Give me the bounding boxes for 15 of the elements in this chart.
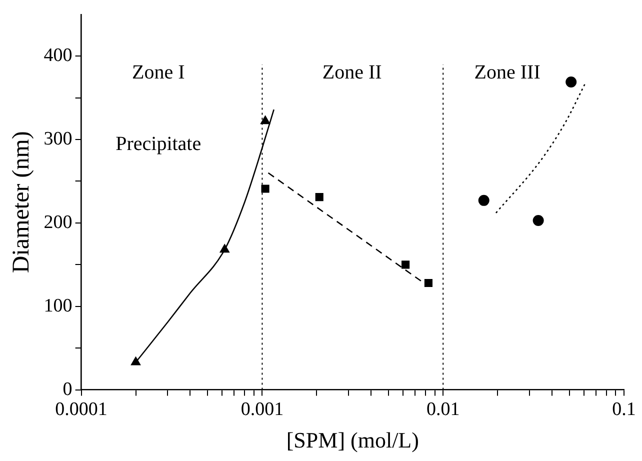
y-tick-label: 200: [44, 212, 72, 233]
x-tick-label: 0.1: [612, 399, 636, 420]
annotation: Zone II: [322, 62, 382, 84]
x-tick-label: 0.0001: [55, 399, 108, 420]
y-tick-label: 300: [44, 128, 72, 150]
y-tick-label: 0: [62, 378, 72, 400]
annotation: Zone III: [474, 62, 540, 84]
x-tick-label: 0.01: [426, 399, 460, 420]
y-tick-label: 100: [44, 295, 72, 316]
x-axis-title: [SPM] (mol/L): [286, 428, 419, 453]
y-axis-title: Diameter (nm): [8, 131, 35, 274]
annotation: Zone I: [132, 62, 185, 84]
x-tick-label: 0.001: [240, 399, 284, 420]
y-tick-label: 400: [44, 45, 72, 66]
annotation: Precipitate: [116, 132, 202, 155]
